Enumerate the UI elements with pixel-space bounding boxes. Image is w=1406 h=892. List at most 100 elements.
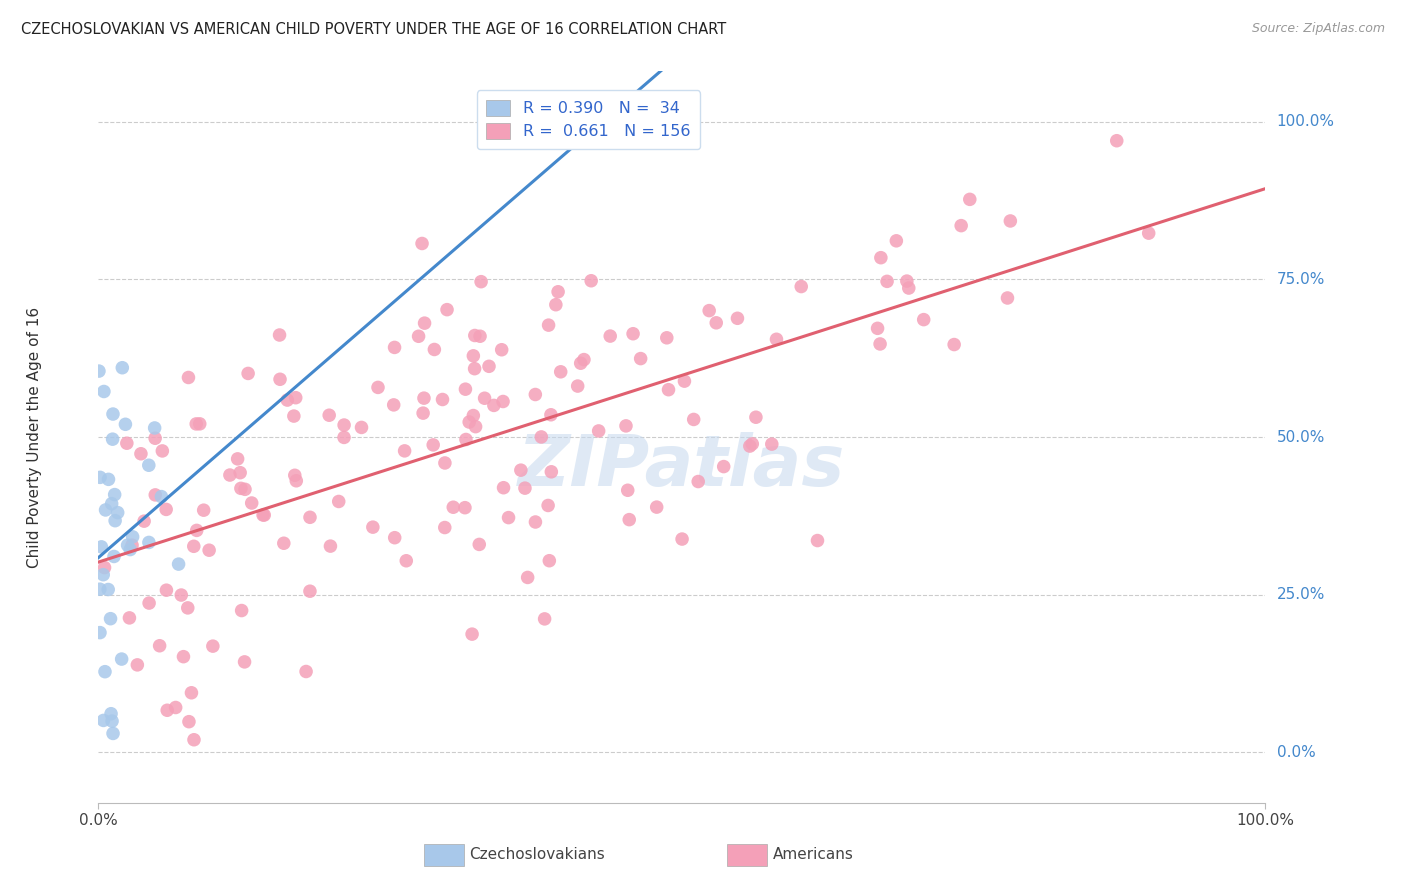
Point <box>491 343 513 357</box>
Point <box>167 557 190 571</box>
Point <box>704 316 727 330</box>
Point <box>943 337 966 351</box>
Point <box>231 603 253 617</box>
Point <box>229 481 252 495</box>
Point <box>599 329 621 343</box>
Point <box>143 488 166 502</box>
Point <box>569 356 592 370</box>
Point <box>367 380 389 394</box>
Point <box>897 281 920 295</box>
Point <box>423 343 446 357</box>
Point <box>285 474 308 488</box>
Text: 0.0%: 0.0% <box>1277 745 1315 760</box>
Point <box>745 410 768 425</box>
Point <box>896 274 918 288</box>
Point <box>412 406 434 420</box>
Point <box>284 468 307 483</box>
Point <box>413 316 436 330</box>
Point <box>673 374 696 388</box>
Point <box>619 513 641 527</box>
FancyBboxPatch shape <box>425 844 464 866</box>
Point <box>572 352 595 367</box>
Point <box>219 468 242 483</box>
Point <box>697 303 720 318</box>
Point <box>567 379 589 393</box>
Point <box>101 432 124 446</box>
Point <box>111 360 134 375</box>
Point <box>394 443 416 458</box>
Point <box>183 539 205 553</box>
Point <box>177 370 200 384</box>
Point <box>1137 226 1160 240</box>
Point <box>470 275 492 289</box>
Point <box>193 503 215 517</box>
Point <box>657 383 679 397</box>
Point <box>876 274 898 288</box>
Point <box>155 502 177 516</box>
Point <box>413 391 436 405</box>
Point <box>682 412 704 426</box>
Point <box>101 726 124 740</box>
Point <box>382 398 405 412</box>
Point <box>614 418 637 433</box>
Point <box>100 612 122 626</box>
Point <box>361 520 384 534</box>
Point <box>579 274 602 288</box>
Point <box>463 349 485 363</box>
Point <box>295 665 318 679</box>
Text: 25.0%: 25.0% <box>1277 587 1324 602</box>
Point <box>464 419 486 434</box>
Point <box>474 391 496 405</box>
Point <box>100 497 122 511</box>
Point <box>93 384 115 399</box>
Point <box>121 530 143 544</box>
Point <box>741 437 763 451</box>
Point <box>468 537 491 551</box>
Point <box>127 657 149 672</box>
Point <box>101 714 124 728</box>
Point <box>94 503 117 517</box>
Point <box>655 331 678 345</box>
Point <box>463 409 485 423</box>
Point <box>492 481 515 495</box>
Point <box>298 584 321 599</box>
Point <box>671 532 693 546</box>
Point <box>550 365 572 379</box>
Point <box>524 515 547 529</box>
Point <box>537 318 560 333</box>
Point <box>630 351 652 366</box>
Point <box>226 451 249 466</box>
Point <box>138 596 160 610</box>
Point <box>269 372 291 386</box>
Point <box>118 611 141 625</box>
Point <box>150 444 173 458</box>
Point <box>384 531 406 545</box>
Point <box>89 582 111 597</box>
Point <box>621 326 644 341</box>
Text: Child Poverty Under the Age of 16: Child Poverty Under the Age of 16 <box>27 307 42 567</box>
Point <box>114 417 136 432</box>
Text: Americans: Americans <box>773 847 853 863</box>
Point <box>236 367 259 381</box>
Point <box>395 554 418 568</box>
Point <box>997 291 1019 305</box>
Point <box>201 639 224 653</box>
Text: 75.0%: 75.0% <box>1277 272 1324 287</box>
Point <box>588 424 610 438</box>
Point <box>866 321 889 335</box>
Point <box>97 582 120 597</box>
Point <box>870 251 893 265</box>
Point <box>104 514 127 528</box>
Point <box>150 490 173 504</box>
Point <box>121 538 143 552</box>
Point <box>120 542 142 557</box>
Point <box>198 543 221 558</box>
Point <box>790 279 813 293</box>
Point <box>318 409 340 423</box>
Point <box>283 409 305 423</box>
Point <box>111 652 134 666</box>
Point <box>1000 214 1022 228</box>
Point <box>468 329 491 343</box>
Point <box>441 500 464 515</box>
Point <box>134 514 156 528</box>
